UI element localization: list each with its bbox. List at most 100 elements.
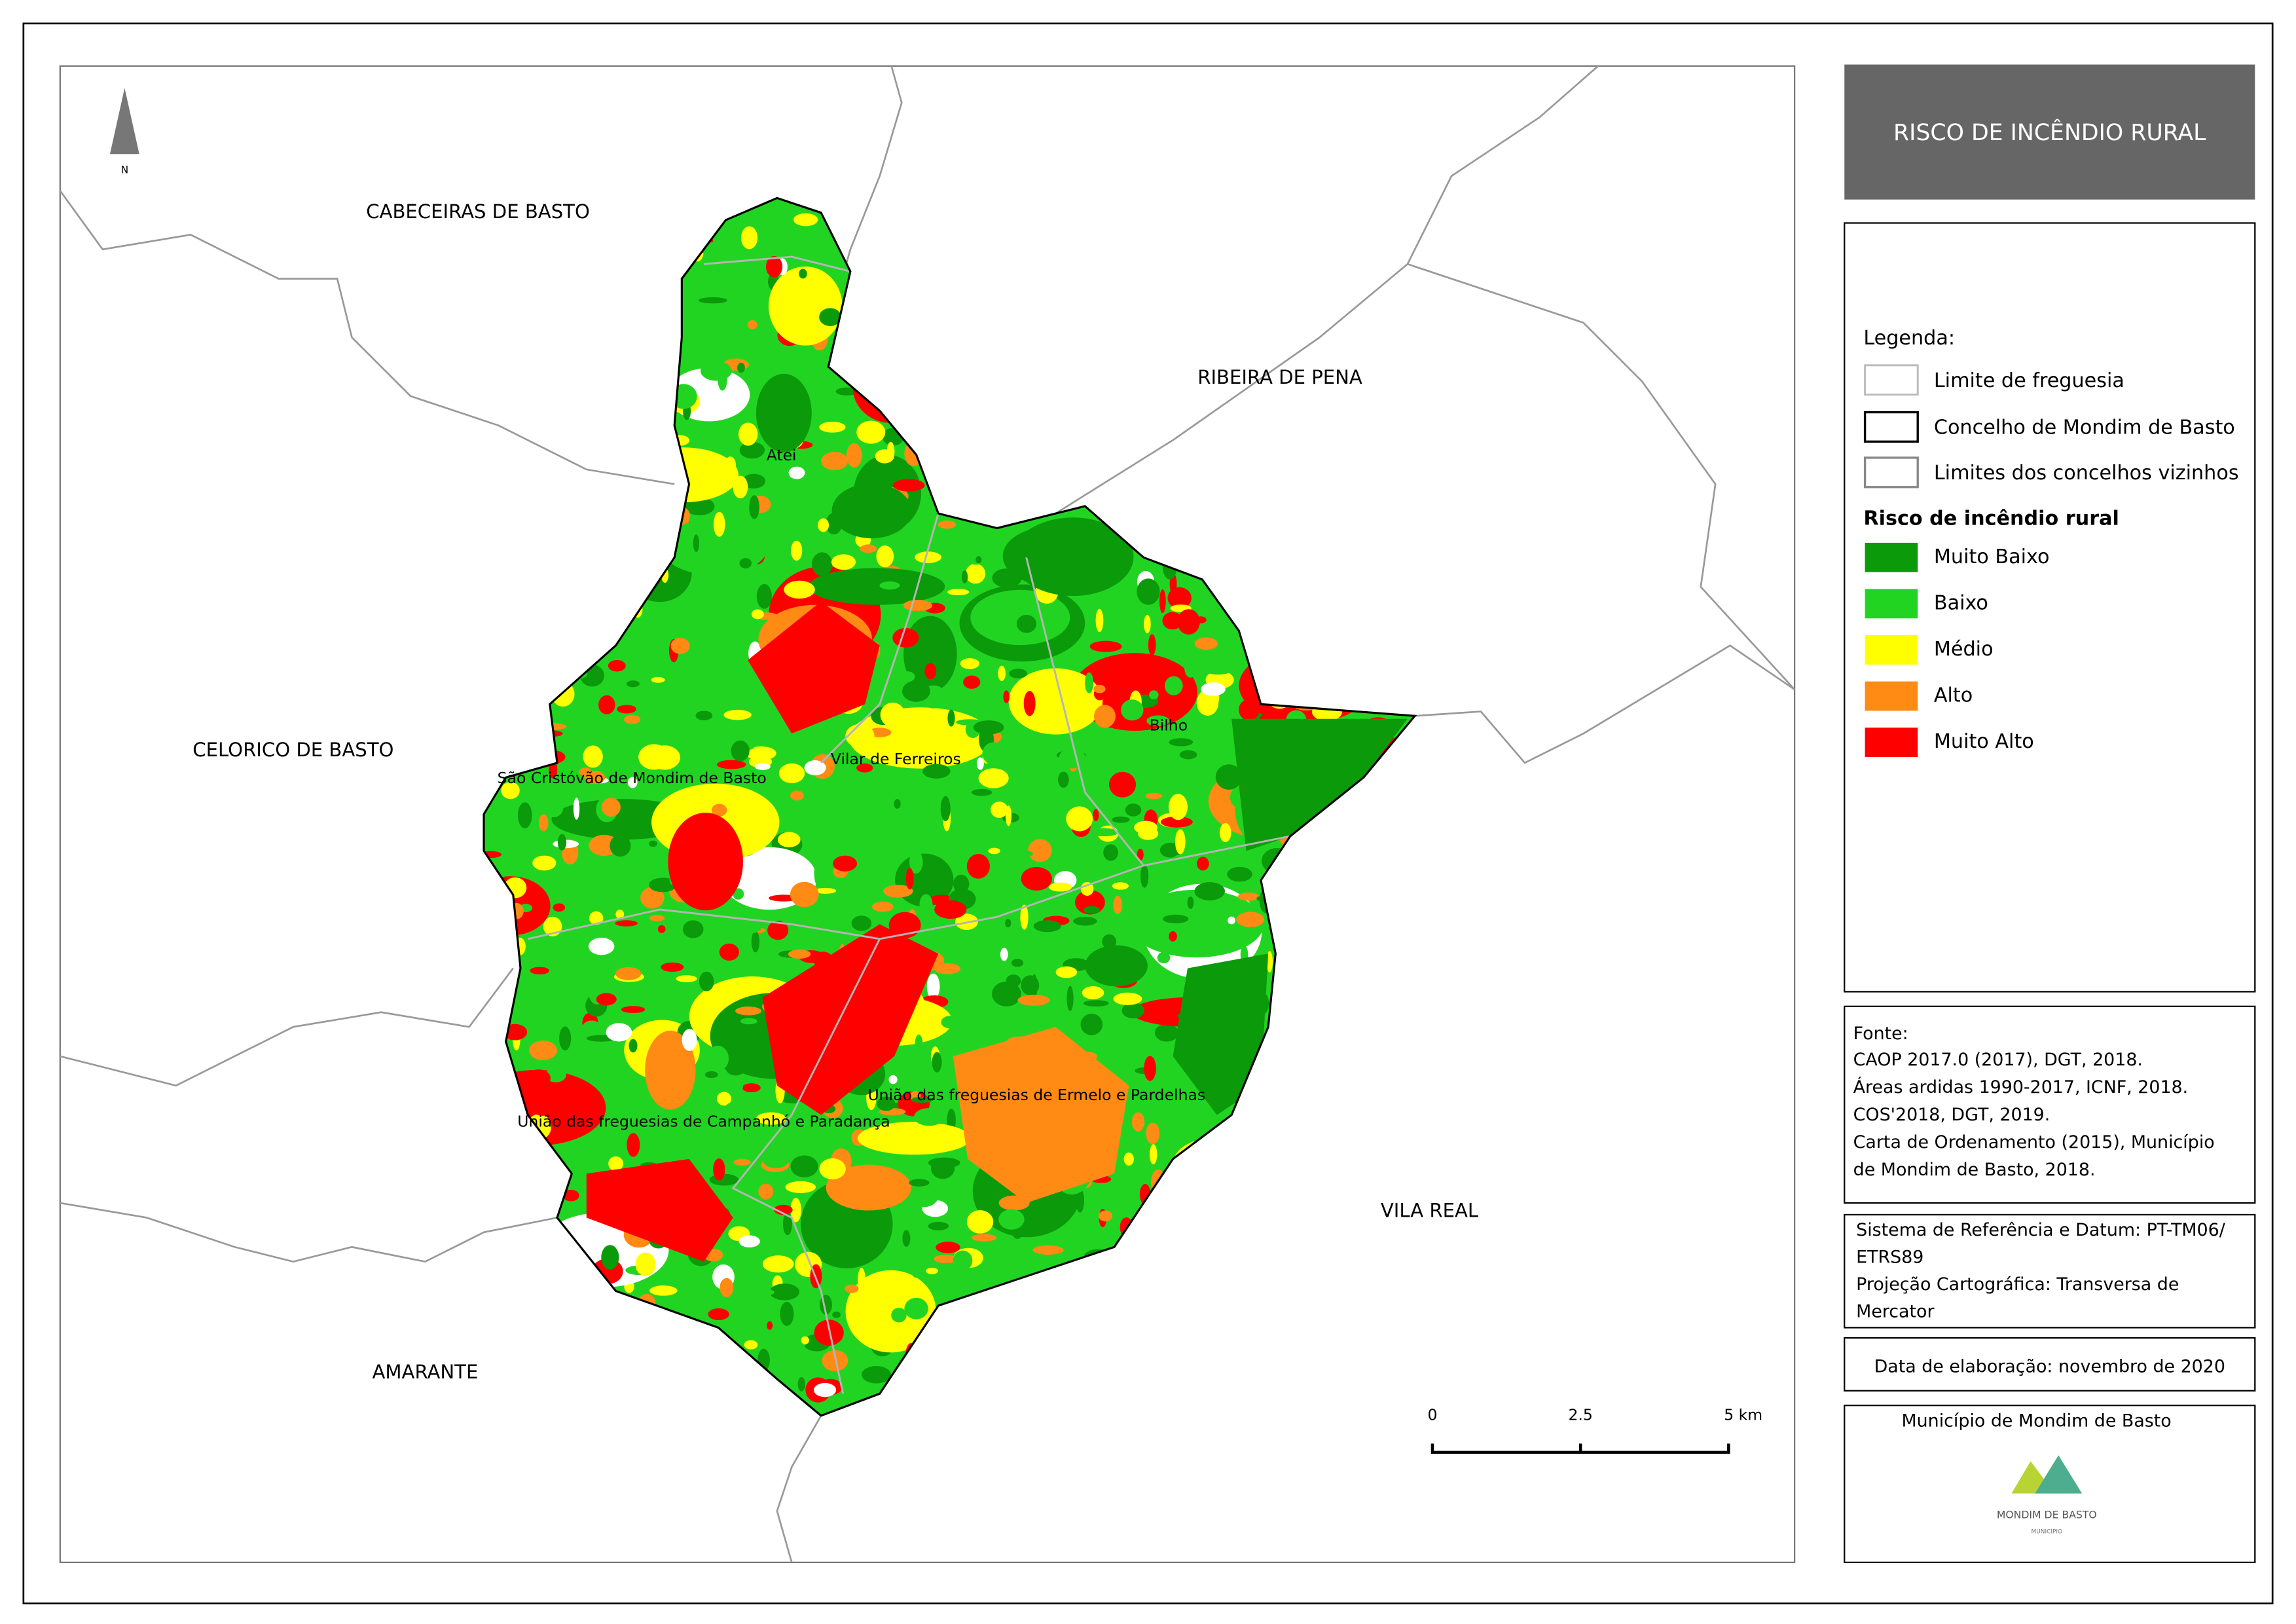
legend-item: Limite de freguesia (1934, 369, 2124, 392)
raster-patch (545, 1067, 566, 1082)
raster-patch (976, 757, 984, 770)
parish-label: União das freguesias de Ermelo e Pardelh… (867, 1086, 1205, 1104)
raster-patch (530, 967, 549, 975)
raster-patch (1080, 1013, 1103, 1035)
raster-patch (856, 420, 886, 444)
raster-patch (701, 242, 734, 257)
raster-patch (1008, 668, 1103, 735)
raster-patch (888, 1075, 898, 1084)
raster-patch (531, 1100, 555, 1116)
raster-patch (928, 1157, 960, 1168)
raster-patch (1194, 882, 1225, 901)
raster-patch (1149, 1144, 1157, 1165)
raster-patch (726, 1102, 739, 1109)
raster-patch (1103, 844, 1118, 861)
raster-patch (1113, 895, 1123, 915)
raster-patch (1146, 715, 1170, 727)
raster-patch (961, 570, 968, 583)
raster-patch (723, 709, 752, 720)
legend-swatch (1864, 364, 1919, 396)
raster-patch (749, 495, 759, 519)
raster-patch (1169, 738, 1194, 747)
raster-patch (1093, 809, 1099, 822)
raster-patch (817, 518, 829, 532)
parish-label: Atei (767, 446, 797, 464)
raster-patch (845, 1284, 859, 1293)
parish-boundary (731, 938, 881, 1394)
raster-patch (729, 1077, 744, 1094)
raster-patch (934, 1255, 958, 1264)
raster-patch (915, 551, 942, 563)
raster-patch (819, 422, 846, 433)
raster-patch (902, 1230, 911, 1247)
raster-patch (581, 1020, 602, 1036)
raster-patch (851, 915, 872, 931)
raster-patch (1129, 889, 1264, 958)
raster-patch (1059, 748, 1086, 769)
raster-patch (964, 547, 987, 565)
raster-patch (1137, 578, 1160, 605)
raster-patch (992, 568, 1022, 588)
raster-patch (1023, 691, 1036, 716)
raster-patch (913, 1108, 945, 1126)
reference-line: ETRS89 (1856, 1247, 1923, 1268)
raster-patch (1121, 1003, 1145, 1019)
raster-patch (1015, 798, 1047, 815)
raster-patch (1160, 816, 1193, 828)
raster-patch (1005, 805, 1011, 826)
raster-patch (790, 881, 819, 908)
raster-patch (1228, 916, 1235, 925)
reference-line: Sistema de Referência e Datum: PT-TM06/ (1856, 1220, 2226, 1240)
raster-patch (767, 1321, 773, 1330)
raster-patch (740, 1018, 757, 1025)
raster-patch (716, 760, 746, 769)
raster-patch (814, 1320, 844, 1346)
legend-item: Muito Alto (1934, 730, 2034, 753)
raster-patch (1123, 1153, 1134, 1166)
reference-line: Mercator (1856, 1301, 1935, 1321)
raster-patch (982, 742, 1006, 765)
raster-patch (1083, 1000, 1109, 1007)
raster-patch (963, 675, 981, 689)
raster-patch (905, 868, 914, 890)
legend-item: Médio (1934, 638, 1994, 661)
raster-patch (975, 556, 982, 564)
raster-patch (953, 1027, 1129, 1204)
raster-patch (793, 213, 818, 227)
raster-patch (748, 601, 880, 734)
raster-patch (1184, 654, 1197, 678)
raster-patch (768, 266, 843, 346)
raster-patch (801, 815, 819, 841)
raster-patch (788, 950, 811, 959)
raster-patch (928, 1221, 949, 1230)
raster-patch (668, 813, 744, 911)
raster-patch (1099, 1210, 1113, 1222)
raster-patch (938, 520, 957, 529)
legend-item: Muito Baixo (1934, 545, 2050, 568)
raster-patch (860, 544, 877, 553)
raster-patch (532, 855, 556, 871)
sources-lines: CAOP 2017.0 (2017), DGT, 2018. Áreas ardi… (1853, 1050, 2215, 1180)
raster-patch (1168, 794, 1188, 821)
scale-label: 5 km (1724, 1405, 1762, 1424)
raster-patch (1201, 682, 1226, 696)
raster-patch (1164, 676, 1183, 695)
raster-patch (635, 1252, 656, 1276)
raster-patch (762, 924, 939, 1115)
reference-line: Projeção Cartográfica: Transversa de (1856, 1274, 2179, 1295)
raster-patch (822, 823, 849, 831)
raster-patch (708, 1308, 729, 1321)
raster-patch (790, 790, 804, 801)
raster-patch (779, 363, 802, 370)
raster-patch (501, 782, 520, 800)
raster-patch (517, 802, 532, 828)
raster-patch (744, 1340, 758, 1350)
raster-patch (542, 1086, 570, 1092)
raster-patch (586, 781, 592, 806)
legend-heading: Legenda: (1863, 327, 1955, 350)
raster-patch (695, 710, 713, 721)
raster-patch (1125, 803, 1142, 817)
legend-swatch (1863, 456, 1919, 489)
raster-patch (736, 910, 764, 934)
